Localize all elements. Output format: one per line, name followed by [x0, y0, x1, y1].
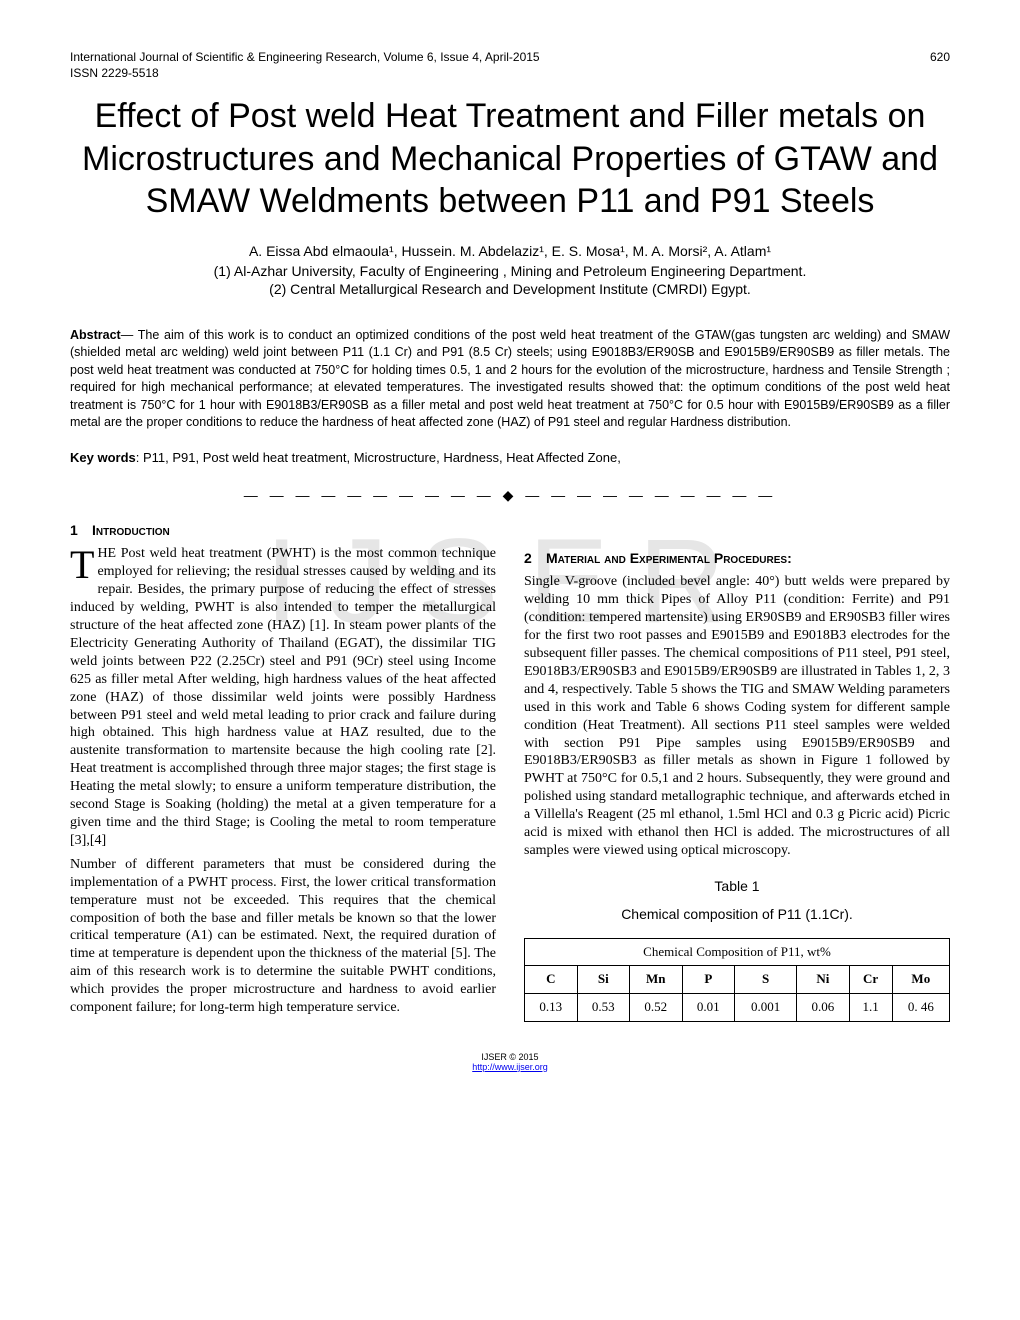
- table-1-cell-2: 0.52: [630, 993, 683, 1021]
- section-1-heading: 1Introduction: [70, 522, 496, 540]
- table-1-col-6: Cr: [849, 966, 892, 994]
- section-2-paragraph-1: Single V-groove (included bevel angle: 4…: [524, 573, 950, 860]
- table-1-col-0: C: [525, 966, 578, 994]
- table-1-col-1: Si: [577, 966, 630, 994]
- table-1-cell-0: 0.13: [525, 993, 578, 1021]
- dropcap: T: [70, 548, 94, 582]
- keywords-text: : P11, P91, Post weld heat treatment, Mi…: [136, 450, 621, 465]
- section-separator: — — — — — — — — — — ◆ — — — — — — — — — …: [70, 487, 950, 504]
- column-left: 1Introduction THE Post weld heat treatme…: [70, 522, 496, 1022]
- footer-copyright: IJSER © 2015: [70, 1052, 950, 1062]
- section-1-title: Introduction: [92, 522, 170, 538]
- table-1: Chemical Composition of P11, wt% C Si Mn…: [524, 938, 950, 1022]
- section-2-heading: 2Material and Experimental Procedures:: [524, 550, 950, 568]
- section-1-number: 1: [70, 522, 92, 540]
- table-1-cell-6: 1.1: [849, 993, 892, 1021]
- authors-line: A. Eissa Abd elmaoula¹, Hussein. M. Abde…: [70, 243, 950, 259]
- section-2-number: 2: [524, 550, 546, 568]
- section-1-paragraph-1: THE Post weld heat treatment (PWHT) is t…: [70, 545, 496, 849]
- table-1-col-2: Mn: [630, 966, 683, 994]
- issn-line: ISSN 2229-5518: [70, 66, 950, 80]
- table-1-span-header: Chemical Composition of P11, wt%: [525, 938, 950, 966]
- affiliation-2: (2) Central Metallurgical Research and D…: [70, 281, 950, 297]
- affiliation-1: (1) Al-Azhar University, Faculty of Engi…: [70, 263, 950, 279]
- header-row: International Journal of Scientific & En…: [70, 50, 950, 64]
- table-1-header-row: C Si Mn P S Ni Cr Mo: [525, 966, 950, 994]
- two-column-body: IJSER 1Introduction THE Post weld heat t…: [70, 522, 950, 1022]
- keywords-label: Key words: [70, 450, 136, 465]
- table-1-col-4: S: [735, 966, 797, 994]
- table-1-col-7: Mo: [892, 966, 949, 994]
- table-1-cell-1: 0.53: [577, 993, 630, 1021]
- table-1-span-row: Chemical Composition of P11, wt%: [525, 938, 950, 966]
- table-1-caption: Table 1: [524, 878, 950, 896]
- abstract-text: — The aim of this work is to conduct an …: [70, 328, 950, 430]
- abstract-block: Abstract— The aim of this work is to con…: [70, 327, 950, 432]
- table-1-cell-3: 0.01: [682, 993, 735, 1021]
- paper-title: Effect of Post weld Heat Treatment and F…: [70, 95, 950, 223]
- table-1-cell-4: 0.001: [735, 993, 797, 1021]
- section-1-paragraph-2: Number of different parameters that must…: [70, 856, 496, 1017]
- journal-line: International Journal of Scientific & En…: [70, 50, 540, 64]
- column-right: 2Material and Experimental Procedures: S…: [524, 522, 950, 1022]
- table-1-col-3: P: [682, 966, 735, 994]
- table-1-subcaption: Chemical composition of P11 (1.1Cr).: [524, 906, 950, 924]
- section-2-title: Material and Experimental Procedures:: [546, 550, 792, 566]
- footer-link[interactable]: http://www.ijser.org: [472, 1062, 548, 1072]
- section-1-p1-text: HE Post weld heat treatment (PWHT) is th…: [70, 546, 496, 848]
- keywords-block: Key words: P11, P91, Post weld heat trea…: [70, 450, 950, 465]
- table-1-cell-5: 0.06: [797, 993, 850, 1021]
- table-1-data-row: 0.13 0.53 0.52 0.01 0.001 0.06 1.1 0. 46: [525, 993, 950, 1021]
- table-1-cell-7: 0. 46: [892, 993, 949, 1021]
- page-footer: IJSER © 2015 http://www.ijser.org: [70, 1052, 950, 1072]
- table-1-col-5: Ni: [797, 966, 850, 994]
- abstract-label: Abstract: [70, 328, 121, 342]
- page-number: 620: [930, 50, 950, 64]
